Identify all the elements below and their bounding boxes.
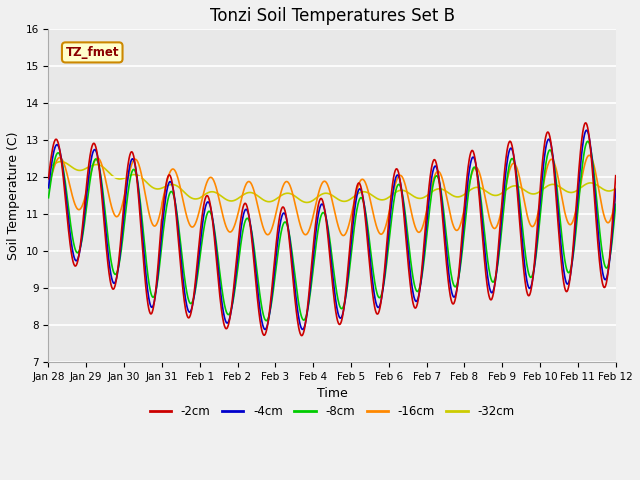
Y-axis label: Soil Temperature (C): Soil Temperature (C) [7, 132, 20, 260]
Legend: -2cm, -4cm, -8cm, -16cm, -32cm: -2cm, -4cm, -8cm, -16cm, -32cm [145, 400, 519, 422]
Title: Tonzi Soil Temperatures Set B: Tonzi Soil Temperatures Set B [209, 7, 454, 25]
X-axis label: Time: Time [317, 387, 348, 400]
Text: TZ_fmet: TZ_fmet [65, 46, 119, 59]
